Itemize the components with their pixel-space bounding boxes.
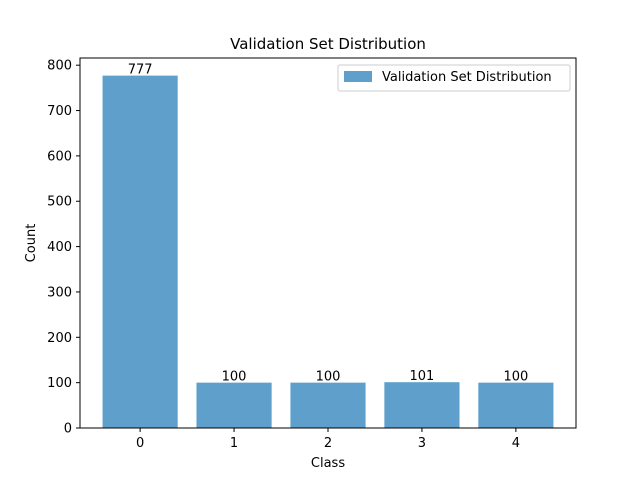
legend-swatch	[344, 71, 372, 82]
bar-class-0	[102, 75, 178, 428]
bar-value-label: 100	[503, 370, 528, 385]
legend: Validation Set Distribution	[337, 64, 571, 92]
y-tick-label: 500	[47, 195, 72, 210]
x-tick-label: 4	[512, 436, 520, 451]
plot-frame	[79, 57, 577, 429]
bar-value-label: 100	[316, 370, 341, 385]
y-tick-label: 800	[47, 59, 72, 74]
bar-class-3	[384, 382, 460, 428]
x-tick-label: 2	[324, 436, 332, 451]
legend-entry: Validation Set Distribution	[382, 70, 552, 85]
bar-labels: 777 100 100 101 100	[128, 63, 529, 385]
chart-title: Validation Set Distribution	[230, 35, 426, 53]
x-tick-label: 3	[418, 436, 426, 451]
bar-class-2	[290, 382, 366, 428]
y-axis-label: Count	[24, 224, 39, 263]
x-tick-label: 1	[230, 436, 238, 451]
y-tick-label: 700	[47, 104, 72, 119]
bar-value-label: 100	[222, 370, 247, 385]
y-tick-label: 0	[64, 422, 72, 437]
bar-value-label: 101	[410, 369, 435, 384]
bars	[102, 75, 554, 428]
legend-box	[337, 64, 571, 92]
y-tick-label: 200	[47, 331, 72, 346]
bar-class-4	[478, 382, 554, 428]
x-axis-ticks: 0 1 2 3 4	[136, 428, 520, 451]
bar-class-1	[196, 382, 272, 428]
y-axis-ticks: 0 100 200 300 400 500 600 700 800	[47, 59, 80, 437]
bar-value-label: 777	[128, 63, 153, 78]
y-tick-label: 300	[47, 285, 72, 300]
y-tick-label: 600	[47, 149, 72, 164]
x-tick-label: 0	[136, 436, 144, 451]
y-tick-label: 400	[47, 240, 72, 255]
x-axis-label: Class	[311, 456, 345, 471]
y-tick-label: 100	[47, 376, 72, 391]
